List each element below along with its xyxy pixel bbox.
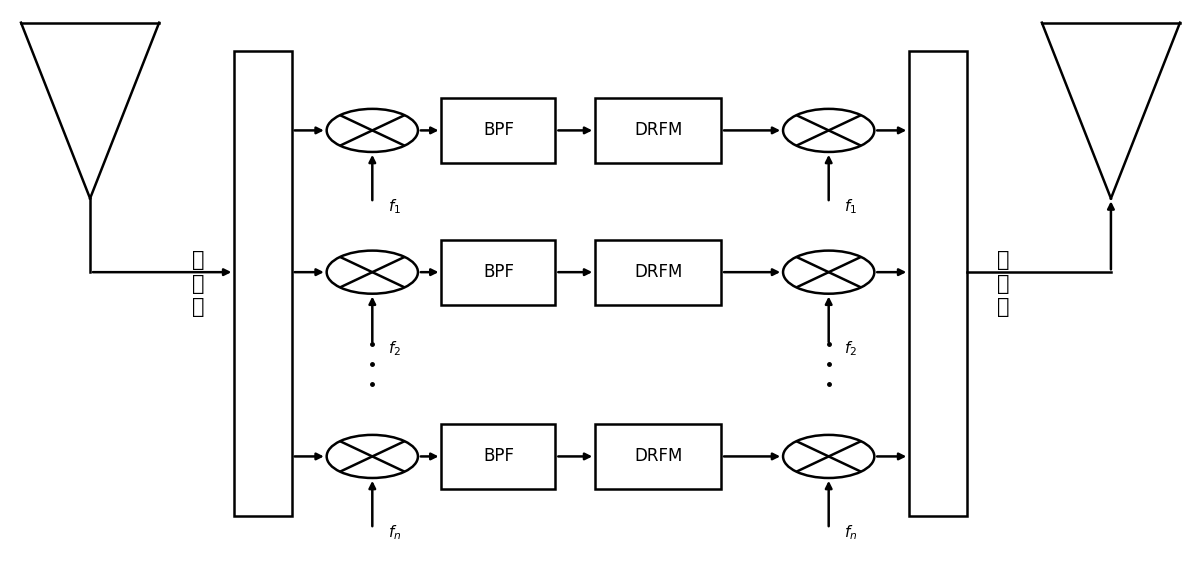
Text: DRFM: DRFM (634, 121, 682, 139)
Text: $f_n$: $f_n$ (388, 523, 401, 542)
Text: $f_2$: $f_2$ (844, 339, 858, 358)
Text: $f_1$: $f_1$ (388, 197, 401, 216)
Text: DRFM: DRFM (634, 263, 682, 281)
Text: BPF: BPF (483, 263, 514, 281)
Bar (442, 98, 556, 163)
Bar (596, 424, 721, 489)
Text: BPF: BPF (483, 121, 514, 139)
Text: $f_n$: $f_n$ (844, 523, 858, 542)
Text: 功
分
器: 功 分 器 (192, 250, 204, 317)
Text: BPF: BPF (483, 447, 514, 466)
Text: 合
路
器: 合 路 器 (997, 250, 1009, 317)
Text: $f_2$: $f_2$ (388, 339, 401, 358)
Text: $f_1$: $f_1$ (844, 197, 858, 216)
Text: DRFM: DRFM (634, 447, 682, 466)
Bar (596, 98, 721, 163)
Bar (442, 424, 556, 489)
Bar (596, 239, 721, 305)
Bar (234, 51, 292, 516)
Bar (442, 239, 556, 305)
Bar (909, 51, 967, 516)
